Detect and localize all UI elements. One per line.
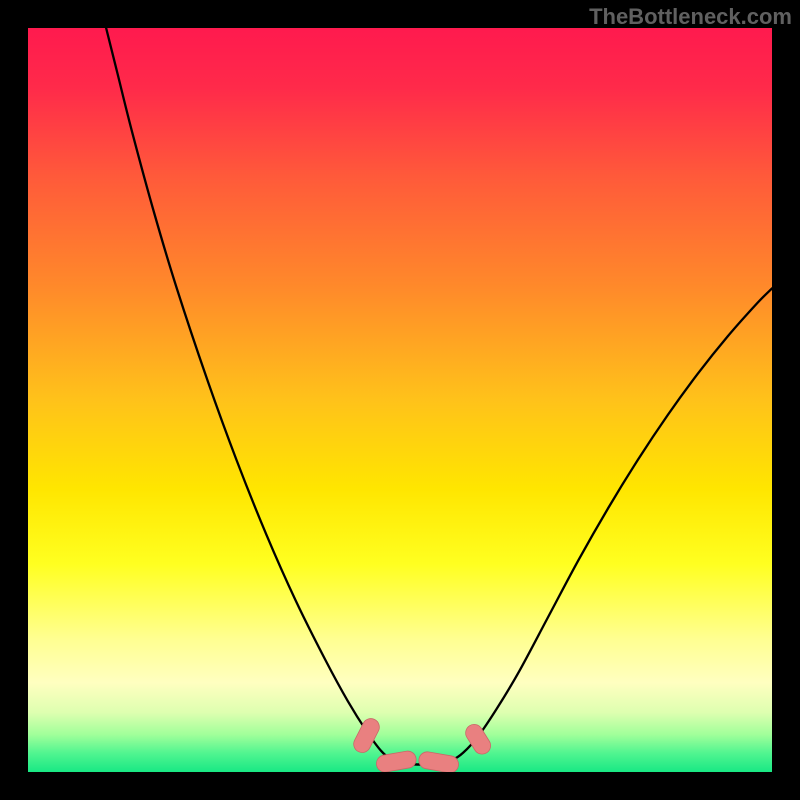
bottleneck-chart	[28, 28, 772, 772]
watermark-label: TheBottleneck.com	[589, 4, 792, 30]
gradient-background	[28, 28, 772, 772]
